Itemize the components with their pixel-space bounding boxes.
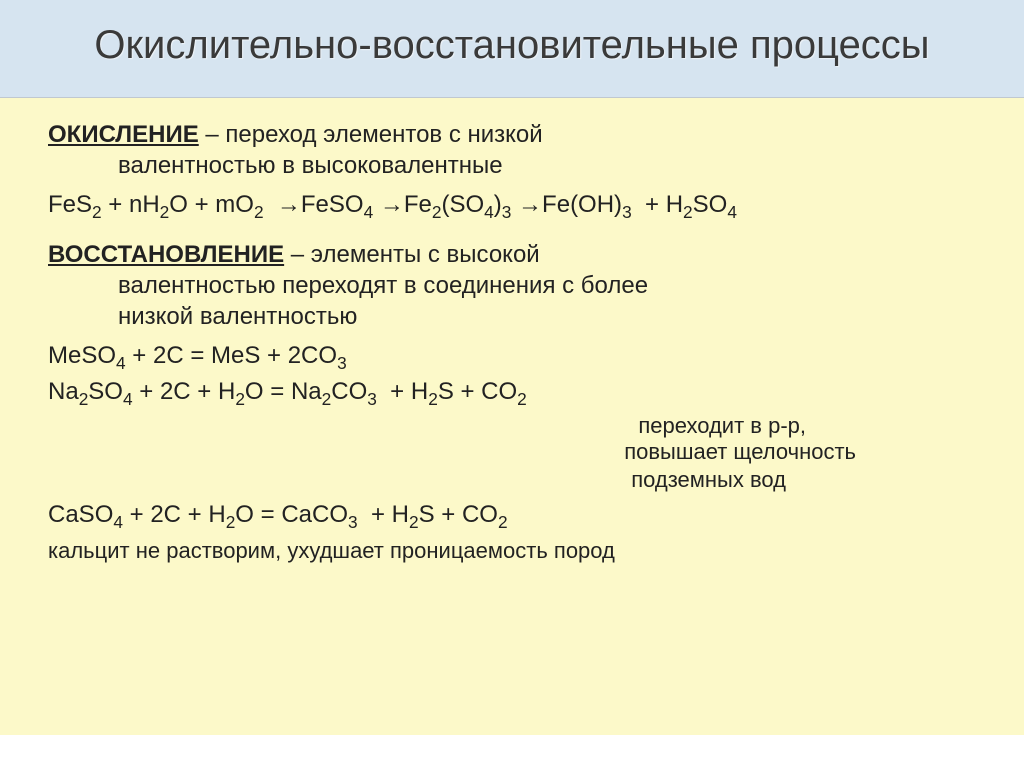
reduction-def-part2: валентностью переходят в соединения с бо…: [48, 271, 976, 302]
reduction-note-4: кальцит не растворим, ухудшает проницаем…: [48, 537, 976, 565]
reduction-definition: ВОССТАНОВЛЕНИЕ – элементы с высокой вале…: [48, 240, 976, 332]
body-region: ОКИСЛЕНИЕ – переход элементов с низкой в…: [0, 98, 1024, 735]
reduction-equation-2: Na2SO4 + 2C + H2O = Na2CO3 + H2S + CO2: [48, 377, 976, 408]
spacer: [48, 226, 976, 240]
reduction-note-2: повышает щелочность: [48, 438, 976, 466]
body-inner: ОКИСЛЕНИЕ – переход элементов с низкой в…: [48, 120, 976, 565]
slide-title: Окислительно-восстановительные процессы: [40, 22, 984, 69]
oxidation-equation: FeS2 + nH2O + mO2 →FeSO4 →Fe2(SO4)3 →Fe(…: [48, 190, 976, 221]
reduction-equation-1: MeSO4 + 2C = MeS + 2CO3: [48, 341, 976, 372]
reduction-def-part3: низкой валентностью: [48, 302, 976, 333]
slide: Окислительно-восстановительные процессы …: [0, 0, 1024, 768]
reduction-term: ВОССТАНОВЛЕНИЕ: [48, 241, 284, 268]
reduction-equation-3: CaSO4 + 2C + H2O = CaCO3 + H2S + CO2: [48, 500, 976, 531]
oxidation-def-part1: – переход элементов с низкой: [199, 121, 543, 148]
oxidation-term: ОКИСЛЕНИЕ: [48, 121, 199, 148]
oxidation-definition: ОКИСЛЕНИЕ – переход элементов с низкой в…: [48, 120, 976, 181]
reduction-note-1: переходит в р-р,: [48, 412, 976, 440]
title-region: Окислительно-восстановительные процессы: [0, 0, 1024, 98]
reduction-note-3: подземных вод: [48, 466, 976, 494]
reduction-def-part1: – элементы с высокой: [284, 241, 540, 268]
oxidation-def-part2: валентностью в высоковалентные: [48, 151, 976, 182]
